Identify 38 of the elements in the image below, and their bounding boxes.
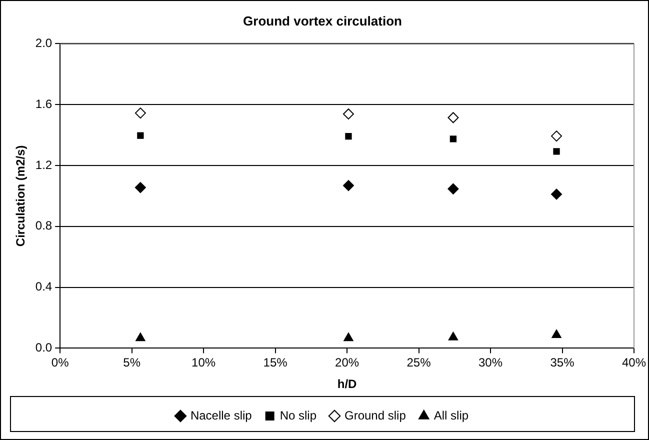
point xyxy=(137,132,144,139)
x-tick-label: 25% xyxy=(406,356,432,370)
point xyxy=(448,332,458,340)
point xyxy=(450,136,457,142)
legend-label: Nacelle slip xyxy=(190,408,252,422)
legend-label: No slip xyxy=(280,408,317,422)
x-tick-label: 30% xyxy=(478,356,503,370)
point xyxy=(134,182,146,194)
x-tick-label: 10% xyxy=(192,356,216,370)
legend-label: Ground slip xyxy=(344,408,406,422)
x-tick-label: 5% xyxy=(123,356,141,370)
chart-title: Ground vortex circulation xyxy=(243,13,402,28)
x-tick-label: 35% xyxy=(550,356,575,370)
y-tick-label: 1.6 xyxy=(35,96,52,111)
x-axis-title: h/D xyxy=(337,377,358,392)
point xyxy=(344,332,354,342)
x-tick-label: 20% xyxy=(335,356,360,370)
point xyxy=(448,183,459,194)
y-tick-label: 2.0 xyxy=(35,36,52,50)
legend-label: All slip xyxy=(434,408,469,422)
y-axis-title: Circulation (m2/s) xyxy=(14,145,28,247)
point xyxy=(448,112,459,124)
point xyxy=(134,108,146,119)
y-tick-label: 0.8 xyxy=(35,218,52,233)
point xyxy=(345,133,352,140)
point xyxy=(342,108,354,120)
x-tick-label: 0% xyxy=(51,356,70,370)
x-tick-label: 40% xyxy=(622,356,646,370)
point xyxy=(552,329,562,338)
point xyxy=(136,332,146,342)
y-tick-label: 0.0 xyxy=(35,340,52,355)
point xyxy=(342,180,354,192)
y-tick-label: 0.4 xyxy=(35,280,52,294)
point xyxy=(551,188,562,200)
point xyxy=(553,148,560,155)
y-tick-label: 1.2 xyxy=(35,158,52,172)
x-tick-label: 15% xyxy=(263,356,288,370)
point xyxy=(551,130,562,142)
